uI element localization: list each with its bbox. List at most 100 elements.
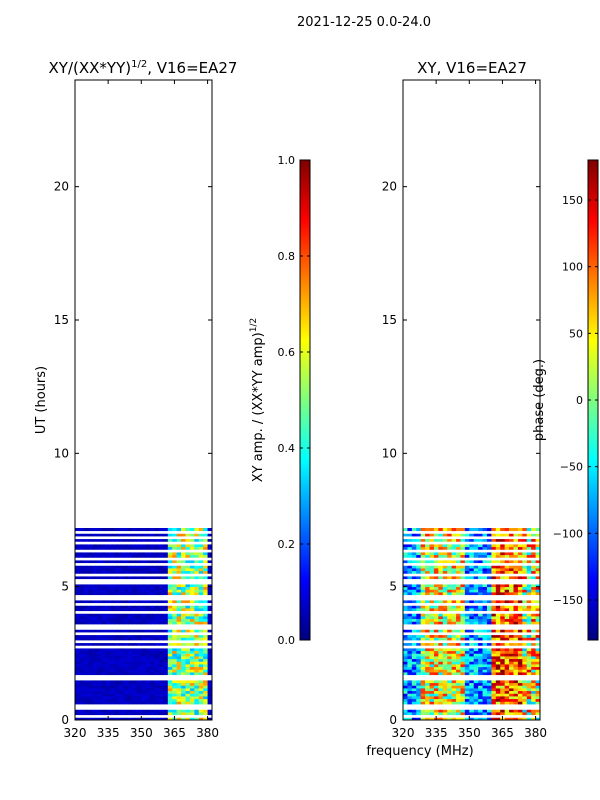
heatmap-cell	[101, 626, 107, 630]
heatmap-cell	[433, 533, 439, 537]
heatmap-cell	[535, 602, 540, 606]
heatmap-cell	[172, 610, 178, 614]
heatmap-cell	[513, 658, 519, 662]
heatmap-cell	[478, 597, 483, 601]
heatmap-cell	[464, 624, 470, 628]
heatmap-cell	[172, 704, 178, 708]
heatmap-cell	[469, 573, 475, 577]
heatmap-cell	[451, 698, 457, 702]
heatmap-cell	[411, 714, 417, 718]
heatmap-cell	[105, 621, 111, 625]
heatmap-cell	[163, 552, 169, 556]
heatmap-cell	[451, 538, 457, 542]
heatmap-cell	[172, 701, 178, 705]
heatmap-cell	[526, 669, 532, 673]
heatmap-cell	[83, 528, 89, 532]
heatmap-cell	[79, 528, 85, 532]
heatmap-cell	[150, 610, 155, 614]
heatmap-cell	[469, 528, 475, 532]
heatmap-cell	[403, 570, 408, 574]
heatmap-cell	[420, 544, 426, 548]
heatmap-cell	[163, 709, 169, 713]
heatmap-cell	[504, 600, 510, 604]
heatmap-cell	[167, 629, 173, 633]
heatmap-cell	[167, 594, 173, 598]
heatmap-cell	[478, 661, 483, 665]
heatmap-cell	[83, 645, 89, 649]
heatmap-cell	[128, 616, 133, 620]
heatmap-cell	[176, 658, 182, 662]
heatmap-cell	[128, 552, 133, 556]
heatmap-cell	[438, 610, 444, 614]
heatmap-cell	[123, 597, 129, 601]
heatmap-cell	[132, 549, 138, 553]
heatmap-cell	[531, 621, 536, 625]
heatmap-cell	[535, 600, 540, 604]
heatmap-cell	[522, 642, 528, 646]
heatmap-cell	[460, 597, 466, 601]
heatmap-cell	[172, 669, 178, 673]
heatmap-cell	[509, 565, 514, 569]
heatmap-cell	[128, 704, 133, 708]
heatmap-cell	[97, 530, 102, 534]
heatmap-cell	[88, 674, 94, 678]
heatmap-cell	[460, 554, 466, 558]
heatmap-cell	[123, 632, 129, 636]
heatmap-cell	[172, 538, 178, 542]
heatmap-cell	[194, 584, 200, 588]
heatmap-cell	[203, 685, 208, 689]
heatmap-cell	[185, 645, 191, 649]
heatmap-cell	[185, 677, 191, 681]
heatmap-cell	[163, 688, 169, 692]
heatmap-cell	[132, 541, 138, 545]
heatmap-cell	[473, 562, 479, 566]
heatmap-cell	[83, 674, 89, 678]
heatmap-cell	[189, 666, 195, 670]
heatmap-cell	[535, 562, 540, 566]
heatmap-cell	[114, 592, 120, 596]
heatmap-cell	[469, 546, 475, 550]
heatmap-cell	[128, 637, 133, 641]
heatmap-cell	[136, 616, 142, 620]
heatmap-cell	[88, 616, 94, 620]
heatmap-cell	[447, 554, 453, 558]
heatmap-cell	[123, 557, 129, 561]
heatmap-cell	[420, 597, 426, 601]
x-tick-label: 320	[392, 726, 415, 740]
heatmap-cell	[433, 541, 439, 545]
heatmap-cell	[101, 573, 107, 577]
heatmap-cell	[478, 677, 483, 681]
heatmap-cell	[105, 650, 111, 654]
heatmap-cell	[92, 704, 98, 708]
heatmap-cell	[167, 541, 173, 545]
heatmap-cell	[136, 581, 142, 585]
heatmap-cell	[420, 602, 426, 606]
heatmap-cell	[513, 613, 519, 617]
heatmap-cell	[509, 650, 514, 654]
heatmap-cell	[181, 544, 186, 548]
heatmap-cell	[128, 570, 133, 574]
heatmap-cell	[429, 586, 435, 590]
heatmap-cell	[123, 704, 129, 708]
heatmap-cell	[132, 658, 138, 662]
heatmap-cell	[75, 685, 80, 689]
heatmap-cell	[163, 693, 169, 697]
heatmap-cell	[469, 637, 475, 641]
heatmap-cell	[438, 704, 444, 708]
heatmap-cell	[535, 624, 540, 628]
heatmap-cell	[517, 597, 523, 601]
heatmap-cell	[88, 568, 94, 572]
heatmap-cell	[456, 682, 461, 686]
heatmap-cell	[469, 586, 475, 590]
heatmap-cell	[464, 653, 470, 657]
heatmap-cell	[75, 549, 80, 553]
heatmap-cell	[407, 714, 413, 718]
heatmap-cell	[185, 685, 191, 689]
heatmap-cell	[429, 664, 435, 668]
heatmap-cell	[429, 696, 435, 700]
heatmap-cell	[531, 608, 536, 612]
heatmap-cell	[105, 696, 111, 700]
heatmap-cell	[456, 530, 461, 534]
heatmap-cell	[83, 573, 89, 577]
heatmap-cell	[172, 658, 178, 662]
